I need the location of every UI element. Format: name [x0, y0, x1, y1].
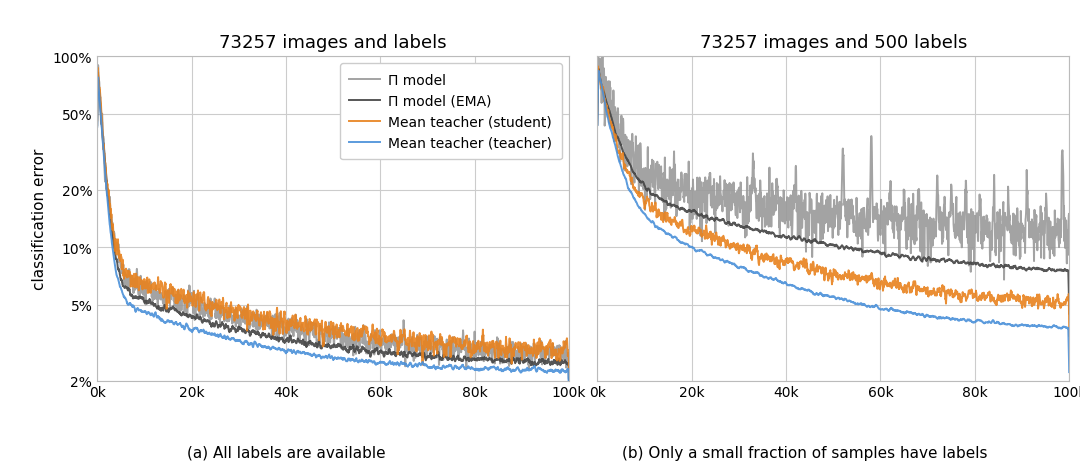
Mean teacher (teacher) [563, 378, 576, 384]
Mean teacher (student) [563, 373, 576, 379]
Π model (EMA) [92, 70, 105, 76]
Title: 73257 images and 500 labels: 73257 images and 500 labels [700, 33, 967, 51]
Π model [563, 378, 576, 384]
Π model (EMA) [116, 278, 129, 284]
Π model [91, 63, 104, 69]
Π model [321, 325, 334, 330]
Π model (EMA) [549, 360, 562, 366]
Line: Π model: Π model [97, 66, 569, 381]
Mean teacher (student) [308, 321, 321, 327]
Mean teacher (student) [91, 118, 104, 124]
Π model (EMA) [308, 342, 321, 348]
Mean teacher (teacher) [91, 125, 104, 130]
Mean teacher (teacher) [549, 368, 562, 374]
Mean teacher (teacher) [308, 351, 321, 357]
Π model (EMA) [549, 361, 562, 367]
Π model (EMA) [91, 123, 104, 129]
Y-axis label: classification error: classification error [32, 149, 48, 289]
Π model (EMA) [563, 378, 576, 384]
Mean teacher (teacher) [321, 355, 334, 360]
Π model [308, 335, 321, 340]
Π model [91, 93, 104, 99]
Mean teacher (teacher) [92, 75, 105, 81]
Mean teacher (student) [549, 349, 562, 355]
Mean teacher (teacher) [116, 288, 129, 293]
Mean teacher (teacher) [462, 365, 475, 371]
Mean teacher (teacher) [549, 367, 562, 373]
Text: (a) All labels are available: (a) All labels are available [187, 445, 386, 460]
Title: 73257 images and labels: 73257 images and labels [219, 33, 447, 51]
Text: (b) Only a small fraction of samples have labels: (b) Only a small fraction of samples hav… [622, 445, 987, 460]
Line: Π model (EMA): Π model (EMA) [97, 73, 569, 381]
Mean teacher (student) [462, 347, 475, 352]
Mean teacher (teacher) [562, 378, 575, 384]
Mean teacher (student) [549, 347, 562, 353]
Legend: Π model, Π model (EMA), Mean teacher (student), Mean teacher (teacher): Π model, Π model (EMA), Mean teacher (st… [340, 64, 562, 160]
Mean teacher (student) [91, 66, 104, 71]
Line: Mean teacher (teacher): Mean teacher (teacher) [97, 78, 569, 381]
Π model (EMA) [321, 344, 334, 350]
Π model [462, 336, 475, 342]
Mean teacher (student) [116, 255, 129, 261]
Line: Mean teacher (student): Mean teacher (student) [97, 69, 569, 376]
Π model [549, 352, 562, 357]
Mean teacher (student) [321, 330, 334, 336]
Π model (EMA) [462, 359, 475, 365]
Π model [116, 266, 129, 271]
Π model [549, 347, 562, 352]
